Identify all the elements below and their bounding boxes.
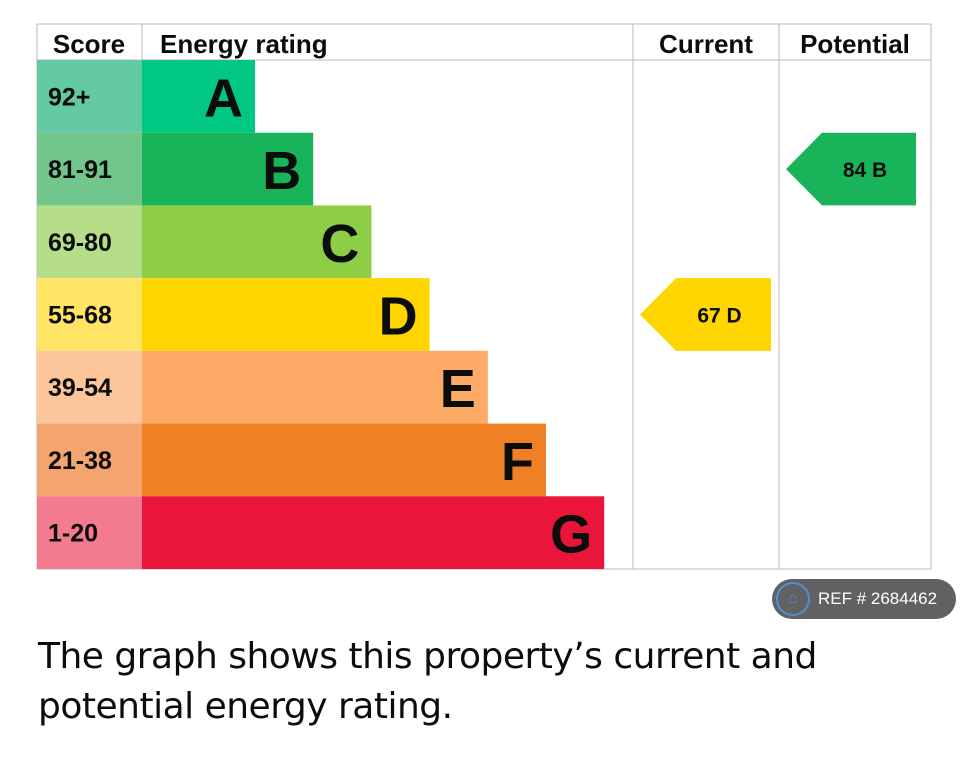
score-cell-G xyxy=(37,496,142,569)
rating-letter-E: E xyxy=(440,359,476,419)
score-label-B: 81-91 xyxy=(48,156,112,184)
rating-bar-B xyxy=(142,132,314,206)
ref-label: REF # 2684462 xyxy=(818,589,938,608)
score-cell-E xyxy=(37,350,142,424)
score-cell-A xyxy=(37,60,142,133)
score-label-F: 21-38 xyxy=(48,447,112,475)
caption: The graph shows this property’s current … xyxy=(38,636,817,727)
header-energy-rating: Energy rating xyxy=(160,29,328,59)
rating-bar-C xyxy=(142,205,372,279)
potential-rating-arrow xyxy=(786,132,916,206)
score-cell-D xyxy=(37,278,142,351)
score-label-D: 55-68 xyxy=(48,302,112,330)
header-score: Score xyxy=(53,29,125,59)
potential-rating-label: 84 B xyxy=(843,159,887,182)
ref-badge: ⌂ REF # 2684462 xyxy=(772,579,956,619)
rating-letter-G: G xyxy=(550,505,592,565)
score-label-A: 92+ xyxy=(48,83,90,111)
rating-bar-F xyxy=(142,423,546,497)
current-rating-label: 67 D xyxy=(697,305,741,328)
rating-letter-A: A xyxy=(204,68,243,128)
header-potential: Potential xyxy=(800,29,910,59)
score-cell-C xyxy=(37,205,142,279)
home-icon: ⌂ xyxy=(776,582,810,616)
rating-bar-D xyxy=(142,278,430,351)
rating-letter-D: D xyxy=(379,287,418,347)
rating-bar-G xyxy=(142,496,605,569)
score-label-C: 69-80 xyxy=(48,229,112,257)
rating-bar-E xyxy=(142,350,488,424)
rating-letter-C: C xyxy=(320,214,359,274)
rating-letter-B: B xyxy=(262,141,301,201)
current-rating-arrow xyxy=(640,278,771,351)
score-label-E: 39-54 xyxy=(48,374,112,402)
score-cell-F xyxy=(37,423,142,497)
epc-chart: Score Energy rating Current Potential 92+ A 81… xyxy=(36,23,932,570)
header-current: Current xyxy=(659,29,753,59)
rating-letter-F: F xyxy=(501,432,534,492)
score-cell-B xyxy=(37,132,142,206)
score-label-G: 1-20 xyxy=(48,520,98,548)
rating-bar-A xyxy=(142,60,255,133)
